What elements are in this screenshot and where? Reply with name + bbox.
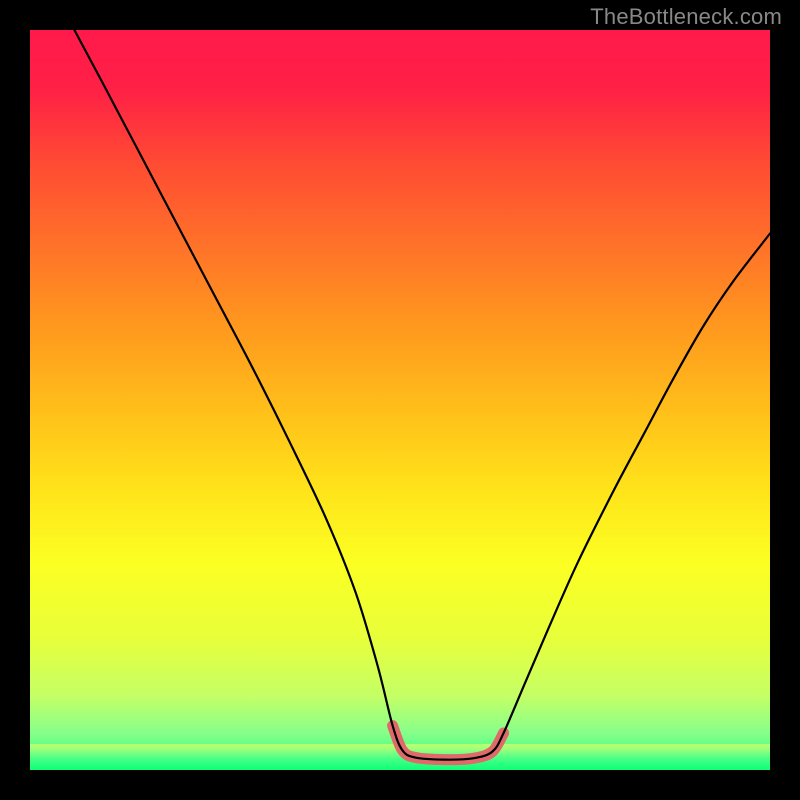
plot-area	[30, 30, 770, 770]
chart-svg	[30, 30, 770, 770]
gradient-background	[30, 30, 770, 770]
chart-frame: TheBottleneck.com	[0, 0, 800, 800]
watermark-text: TheBottleneck.com	[590, 4, 782, 30]
